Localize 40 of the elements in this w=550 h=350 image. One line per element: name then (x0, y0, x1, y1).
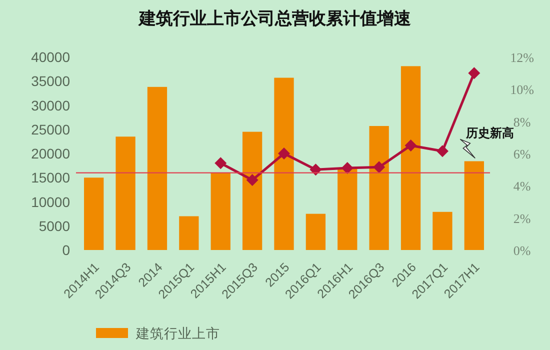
bar (147, 86, 168, 250)
bar (179, 216, 199, 250)
bar (338, 168, 358, 250)
y2-tick-label: 0% (513, 243, 531, 258)
point (404, 139, 417, 152)
bar (306, 214, 326, 250)
bar (84, 178, 104, 250)
y2-tick-label: 8% (513, 114, 531, 130)
bar (432, 212, 452, 250)
y-tick-label: 10000 (31, 194, 70, 210)
y2-tick-label: 10% (510, 82, 534, 98)
y-tick-label: 5000 (38, 218, 70, 234)
point (246, 174, 258, 186)
point (278, 148, 290, 160)
y-tick-label: 0 (62, 242, 70, 258)
bar (116, 136, 136, 250)
bar (464, 161, 484, 250)
bar (400, 66, 421, 250)
y-tick-label: 35000 (31, 73, 70, 90)
bar (242, 132, 262, 250)
legend-label: 建筑行业上市 (135, 326, 220, 341)
point (341, 162, 354, 174)
point (214, 157, 227, 170)
y2-tick-label: 4% (513, 178, 531, 194)
bar (369, 126, 389, 250)
y-tick-label: 20000 (31, 146, 70, 162)
bar (274, 78, 294, 250)
y-tick-label: 15000 (31, 170, 70, 186)
chart-title: 建筑行业上市公司总营收累计值增速 (137, 9, 411, 28)
y2-tick-label: 6% (513, 146, 531, 162)
bar (210, 172, 230, 250)
annotation: 历史新高 (465, 126, 514, 140)
y-tick-label: 30000 (31, 97, 70, 114)
y2-tick-label: 2% (513, 210, 531, 226)
point (373, 161, 386, 174)
y-tick-label: 25000 (31, 121, 70, 138)
y2-tick-label: 12% (510, 50, 534, 65)
point (436, 145, 448, 158)
y-tick-label: 40000 (31, 49, 70, 65)
point (468, 67, 480, 80)
